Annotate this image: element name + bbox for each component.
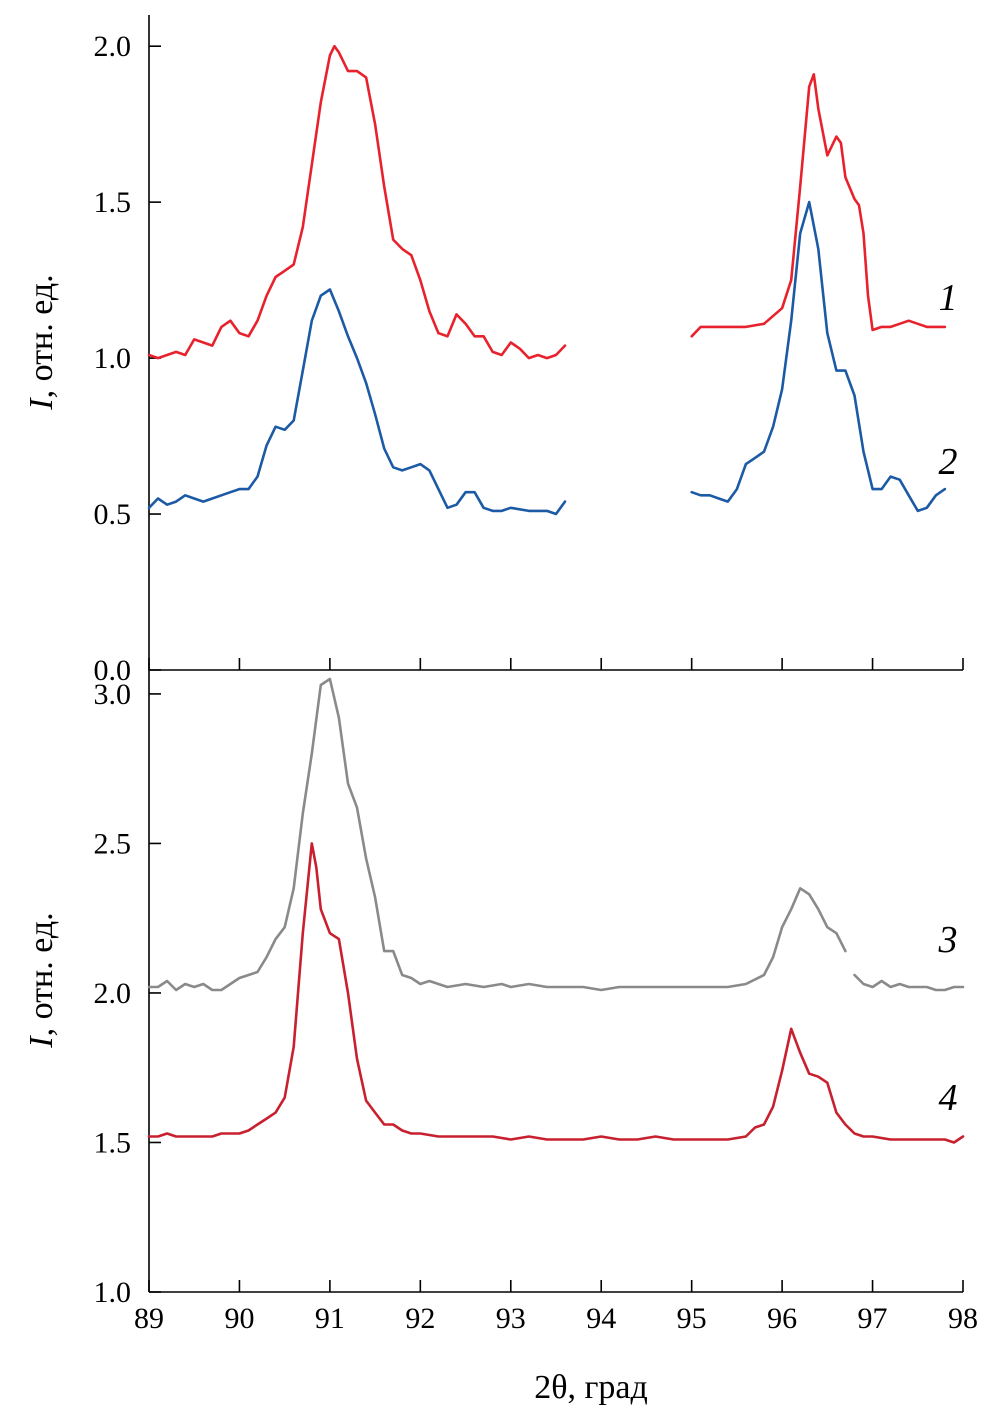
y-tick-label: 1.5 (94, 186, 132, 219)
series-1-line (147, 44, 567, 360)
series-4-label: 4 (939, 1077, 958, 1119)
series-2-label: 2 (939, 441, 958, 483)
x-tick-label: 90 (224, 1302, 254, 1335)
series-2-line (690, 200, 947, 513)
series-3-line (853, 973, 965, 992)
x-axis-title: 2θ, град (534, 1369, 648, 1406)
y-axis-title: I, отн. ед. (23, 274, 60, 410)
series-3-line (147, 677, 847, 992)
x-tick-label: 94 (586, 1302, 616, 1335)
y-axis-title: I, отн. ед. (23, 912, 60, 1048)
top-panel: 0.0 0.5 1.0 1.5 2.0 I, отн. ед. 1 2 (23, 15, 964, 687)
y-tick-label: 2.0 (94, 977, 132, 1010)
x-tick-label: 89 (134, 1302, 164, 1335)
x-tick-label: 97 (858, 1302, 888, 1335)
x-tick-label: 92 (405, 1302, 435, 1335)
x-tick-label: 93 (496, 1302, 526, 1335)
x-tick-label: 96 (767, 1302, 797, 1335)
x-tick-label: 91 (315, 1302, 345, 1335)
x-tick-label: 98 (948, 1302, 978, 1335)
y-tick-label: 2.5 (94, 827, 132, 860)
x-tick-label: 95 (677, 1302, 707, 1335)
y-tick-label: 1.0 (94, 1276, 132, 1309)
series-3-label: 3 (938, 919, 958, 961)
y-tick-label: 0.5 (94, 498, 132, 531)
y-tick-label: 1.0 (94, 342, 132, 375)
y-tick-label: 3.0 (94, 678, 132, 711)
series-1-line (690, 73, 947, 338)
series-4-line (147, 842, 965, 1144)
y-tick-label: 2.0 (94, 30, 132, 63)
series-1-label: 1 (939, 277, 958, 319)
y-tick-label: 0.0 (94, 654, 132, 687)
bottom-panel: 1.0 1.5 2.0 2.5 3.0 89 90 91 92 93 94 95 96 97 98 I, от… (23, 670, 978, 1406)
y-tick-label: 1.5 (94, 1126, 132, 1159)
series-2-line (147, 288, 567, 516)
